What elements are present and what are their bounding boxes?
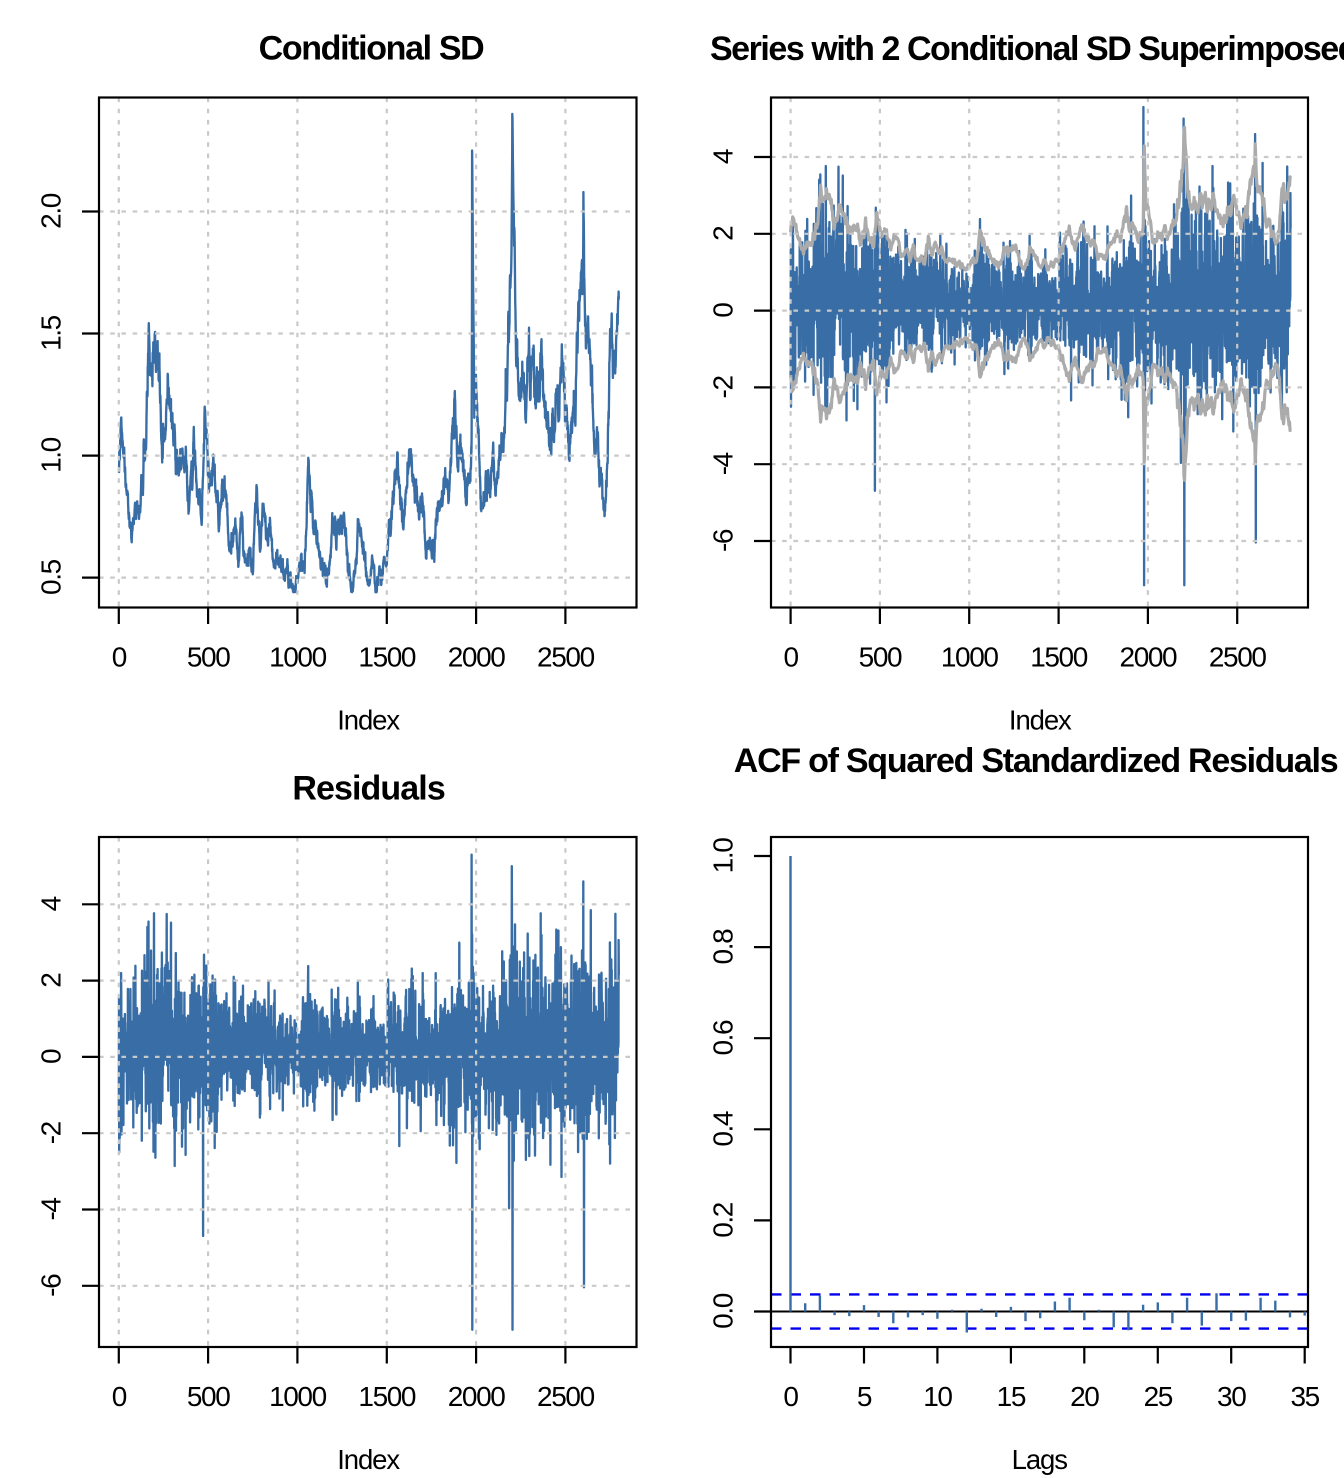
svg-text:35: 35 — [1290, 1381, 1319, 1412]
svg-text:0: 0 — [36, 1049, 67, 1064]
svg-text:1000: 1000 — [941, 642, 999, 673]
svg-text:0: 0 — [112, 642, 127, 673]
svg-text:2000: 2000 — [448, 642, 506, 673]
svg-text:4: 4 — [36, 896, 67, 911]
svg-text:0: 0 — [708, 303, 739, 318]
svg-text:1500: 1500 — [358, 1381, 416, 1412]
svg-text:0.0: 0.0 — [708, 1293, 739, 1329]
svg-text:-4: -4 — [36, 1198, 67, 1221]
svg-text:0: 0 — [783, 1381, 798, 1412]
svg-text:2: 2 — [36, 973, 67, 988]
svg-text:1500: 1500 — [1030, 642, 1088, 673]
svg-text:1500: 1500 — [358, 642, 416, 673]
svg-text:15: 15 — [997, 1381, 1026, 1412]
svg-text:1000: 1000 — [269, 1381, 327, 1412]
svg-text:-6: -6 — [36, 1274, 67, 1297]
svg-text:0.5: 0.5 — [36, 559, 67, 595]
svg-text:1.5: 1.5 — [36, 315, 67, 351]
svg-text:2500: 2500 — [1209, 642, 1267, 673]
svg-text:2500: 2500 — [537, 1381, 595, 1412]
svg-text:2000: 2000 — [1120, 642, 1178, 673]
svg-text:25: 25 — [1144, 1381, 1173, 1412]
svg-text:-4: -4 — [708, 452, 739, 475]
svg-text:0.2: 0.2 — [708, 1202, 739, 1238]
svg-text:2.0: 2.0 — [36, 193, 67, 229]
svg-text:-2: -2 — [36, 1121, 67, 1144]
svg-text:-2: -2 — [708, 376, 739, 399]
svg-text:2000: 2000 — [448, 1381, 506, 1412]
svg-text:0.6: 0.6 — [708, 1020, 739, 1056]
svg-text:500: 500 — [859, 642, 902, 673]
svg-text:5: 5 — [857, 1381, 872, 1412]
svg-text:0.8: 0.8 — [708, 929, 739, 965]
svg-text:1.0: 1.0 — [708, 838, 739, 874]
svg-text:500: 500 — [187, 1381, 230, 1412]
svg-text:0.4: 0.4 — [708, 1111, 739, 1147]
svg-text:Index: Index — [1009, 705, 1072, 736]
svg-text:20: 20 — [1070, 1381, 1099, 1412]
svg-text:Series with 2 Conditional SD S: Series with 2 Conditional SD Superimpose… — [710, 30, 1344, 68]
svg-text:2: 2 — [708, 226, 739, 241]
svg-text:500: 500 — [187, 642, 230, 673]
svg-text:ACF of Squared Standardized Re: ACF of Squared Standardized Residuals — [734, 742, 1338, 780]
svg-text:1.0: 1.0 — [36, 437, 67, 473]
svg-text:4: 4 — [708, 149, 739, 164]
svg-text:0: 0 — [112, 1381, 127, 1412]
svg-text:Residuals: Residuals — [292, 770, 445, 808]
svg-text:0: 0 — [784, 642, 799, 673]
svg-text:-6: -6 — [708, 529, 739, 552]
svg-text:Lags: Lags — [1012, 1444, 1068, 1475]
svg-text:30: 30 — [1217, 1381, 1246, 1412]
svg-text:1000: 1000 — [269, 642, 327, 673]
svg-text:2500: 2500 — [537, 642, 595, 673]
svg-text:Conditional SD: Conditional SD — [259, 30, 485, 68]
svg-text:Index: Index — [337, 705, 400, 736]
svg-text:Index: Index — [337, 1444, 400, 1475]
svg-text:10: 10 — [923, 1381, 952, 1412]
